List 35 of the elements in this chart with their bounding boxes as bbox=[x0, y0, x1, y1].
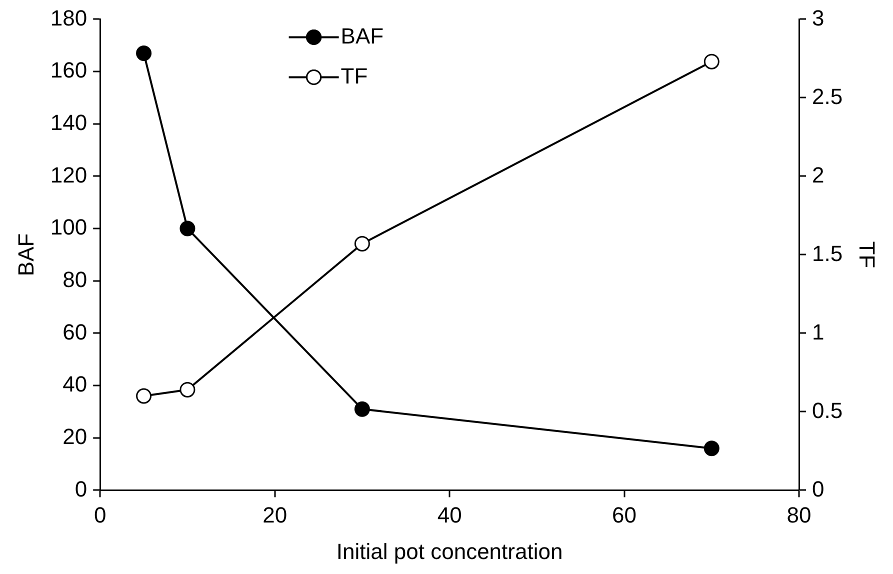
y-tick-label: 160 bbox=[50, 58, 88, 83]
y-tick-label: 140 bbox=[50, 110, 88, 135]
x-tick-label: 40 bbox=[437, 502, 462, 528]
x-tick-label: 20 bbox=[262, 502, 288, 528]
y2-tick-label: 1 bbox=[812, 319, 824, 344]
y-tick-label: 120 bbox=[50, 162, 88, 188]
y-tick-label: 80 bbox=[62, 266, 88, 292]
y2-tick-label: 0.5 bbox=[812, 398, 843, 423]
y-tick-label: 60 bbox=[62, 319, 88, 344]
point bbox=[180, 220, 196, 236]
y-tick-label: 40 bbox=[62, 372, 88, 397]
legend-label: BAF bbox=[340, 23, 384, 48]
point bbox=[180, 382, 196, 398]
y-tick-label: 20 bbox=[62, 424, 88, 449]
legend-label: TF bbox=[340, 63, 368, 88]
point bbox=[136, 388, 152, 404]
point bbox=[704, 440, 720, 456]
y2-tick-label: 1.5 bbox=[812, 240, 843, 266]
x-tick-label: 0 bbox=[94, 502, 106, 528]
y2-tick-label: 3 bbox=[812, 5, 824, 30]
point bbox=[354, 236, 370, 252]
y2-tick-label: 0 bbox=[812, 476, 824, 502]
y2-tick-label: 2 bbox=[812, 162, 824, 188]
x-tick-label: 60 bbox=[612, 502, 637, 528]
y-axis-title: BAF bbox=[13, 233, 38, 276]
x-tick-label: 80 bbox=[786, 502, 812, 528]
point bbox=[704, 54, 720, 70]
x-axis-title: Initial pot concentration bbox=[336, 538, 563, 564]
y2-axis-title: TF bbox=[854, 241, 880, 268]
y-tick-label: 100 bbox=[50, 214, 88, 240]
y-tick-label: 180 bbox=[50, 5, 88, 30]
y-tick-label: 0 bbox=[74, 476, 88, 502]
y2-tick-label: 2.5 bbox=[812, 84, 843, 109]
point bbox=[354, 401, 370, 417]
point bbox=[136, 45, 152, 61]
